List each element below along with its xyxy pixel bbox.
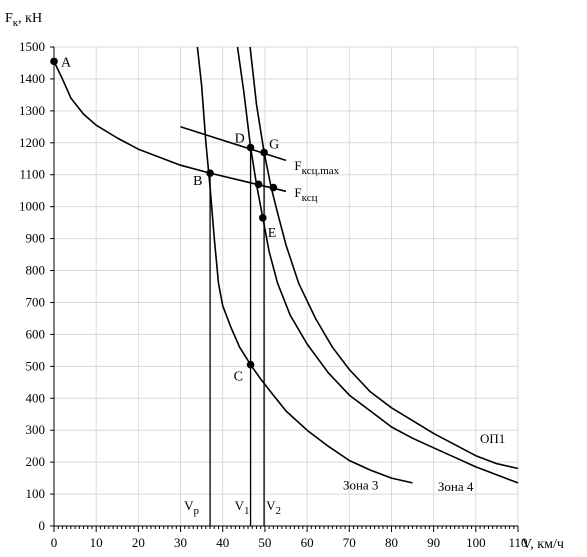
- curve-label-zone3: Зона 3: [343, 477, 379, 492]
- y-tick-label: 1400: [19, 71, 45, 86]
- x-tick-label: 80: [385, 535, 398, 550]
- x-tick-label: 20: [132, 535, 145, 550]
- x-tick-label: 90: [427, 535, 440, 550]
- y-tick-label: 1100: [19, 167, 45, 182]
- y-tick-label: 600: [26, 326, 46, 341]
- point-C: [246, 360, 255, 369]
- y-tick-label: 100: [26, 486, 46, 501]
- labels: Vр V1 V2 A B C D G E Fксц.max Fксц Зона 3 Зона 4 ОП1: [61, 55, 505, 517]
- y-tick-label: 900: [26, 231, 46, 246]
- x-axis-title: V, км/ч: [522, 537, 564, 552]
- vertical-lines: [209, 147, 265, 526]
- y-tick-label: 1000: [19, 199, 45, 214]
- y-tick-label: 1200: [19, 135, 45, 150]
- point-B: [206, 169, 214, 177]
- x-tick-label: 110: [508, 535, 527, 550]
- point-label-B: B: [193, 174, 202, 189]
- y-tick-label: 800: [26, 263, 46, 278]
- point-label-G: G: [269, 137, 279, 152]
- y-tick-label: 700: [26, 294, 46, 309]
- y-tick-label: 1300: [19, 103, 45, 118]
- y-axis-title: Fк, кН: [5, 11, 42, 29]
- y-tick-label: 300: [26, 422, 46, 437]
- curve-label-zone4: Зона 4: [438, 479, 474, 494]
- y-tick-label: 500: [26, 358, 46, 373]
- curve-fmax: [180, 126, 287, 162]
- x-tick-label: 0: [51, 535, 58, 550]
- point-A: [50, 57, 58, 66]
- vline-label-v1: V1: [235, 498, 250, 517]
- x-tick-label: 40: [216, 535, 229, 550]
- curve-label-fmax: Fксц.max: [294, 158, 339, 177]
- point-label-C: C: [234, 370, 243, 385]
- points: [50, 57, 278, 369]
- x-tick-label: 50: [258, 535, 271, 550]
- axes: 0 10 20 30 40 50 60 70 80 90 100 110010020030040050…: [5, 11, 564, 552]
- vline-label-v2: V2: [266, 498, 281, 517]
- curve-op1: [249, 46, 519, 470]
- curve-label-fkcc: Fксц: [294, 185, 317, 204]
- series: [53, 46, 519, 484]
- point-label-D: D: [235, 132, 245, 147]
- point-E: [259, 214, 267, 222]
- y-tick-label: 1500: [19, 39, 45, 54]
- x-tick-label: 60: [301, 535, 314, 550]
- curve-adhesion: [53, 61, 211, 174]
- x-tick-label: 10: [90, 535, 103, 550]
- vline-label-vp: Vр: [184, 498, 199, 517]
- point-D: [246, 143, 255, 152]
- point-label-A: A: [61, 55, 72, 70]
- curve-label-op1: ОП1: [480, 431, 505, 446]
- x-tick-label: 30: [174, 535, 187, 550]
- point-label-E: E: [268, 226, 277, 241]
- x-tick-label: 100: [466, 535, 486, 550]
- y-tick-label: 200: [26, 454, 46, 469]
- y-tick-label: 400: [26, 390, 46, 405]
- point-G: [260, 148, 268, 157]
- point-fkcc_end: [269, 183, 278, 192]
- point-fkcc_pt: [254, 180, 263, 189]
- y-tick-label: 0: [39, 518, 46, 533]
- x-tick-label: 70: [343, 535, 356, 550]
